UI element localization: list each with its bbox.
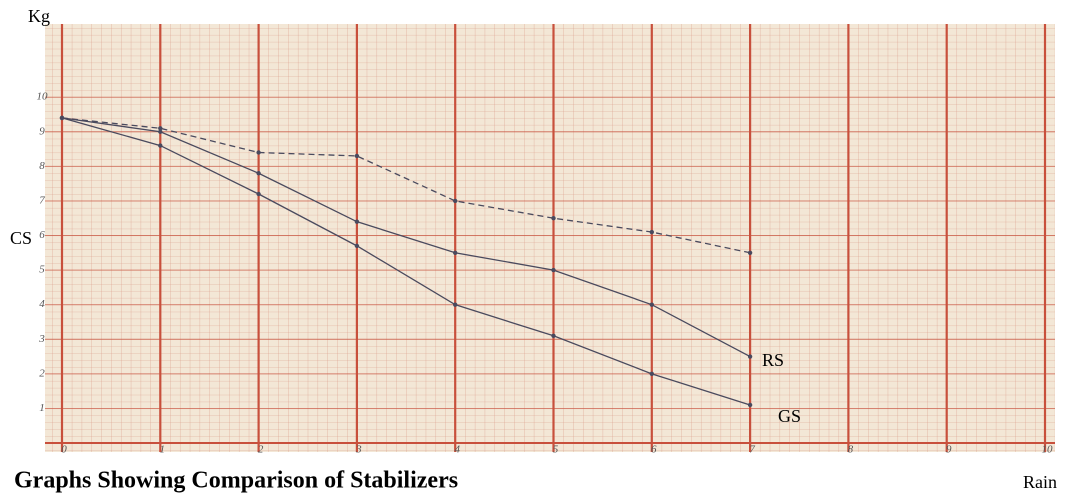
point bbox=[747, 250, 753, 255]
x-axis-label: Rain bbox=[1023, 472, 1057, 492]
y-tick-label: 8 bbox=[39, 160, 45, 172]
y-axis-label: Kg bbox=[28, 6, 50, 26]
point bbox=[256, 171, 261, 176]
point bbox=[354, 219, 360, 224]
point bbox=[453, 250, 458, 255]
y-tick-label: 7 bbox=[39, 194, 45, 206]
point bbox=[551, 267, 556, 273]
series-line bbox=[61, 117, 751, 254]
series-line bbox=[61, 117, 751, 406]
x-tick-label: 3 bbox=[355, 444, 362, 456]
series-label: GS bbox=[778, 406, 801, 426]
point bbox=[354, 243, 360, 249]
x-tick-label: 9 bbox=[946, 444, 952, 456]
x-tick-label: 6 bbox=[651, 444, 657, 456]
y-tick-label: 6 bbox=[39, 229, 45, 241]
x-tick-label: 2 bbox=[258, 444, 264, 456]
x-tick-label: 7 bbox=[749, 444, 755, 456]
x-tick-label: 4 bbox=[454, 444, 460, 456]
x-tick-label: 8 bbox=[848, 444, 854, 456]
point bbox=[256, 150, 261, 155]
chart-title: Graphs Showing Comparison of Stabilizers bbox=[14, 468, 458, 494]
point bbox=[354, 153, 360, 159]
point bbox=[453, 302, 458, 307]
x-tick-label: 0 bbox=[61, 444, 67, 456]
series-label: CS bbox=[10, 228, 32, 248]
paper-grid bbox=[45, 24, 1055, 452]
y-tick-label: 2 bbox=[39, 367, 45, 379]
y-tick-label: 10 bbox=[37, 91, 49, 103]
x-tick-label: 10 bbox=[1042, 444, 1054, 456]
y-tick-label: 3 bbox=[38, 333, 45, 345]
y-tick-label: 4 bbox=[39, 298, 45, 310]
point bbox=[59, 115, 65, 121]
y-tick-label: 5 bbox=[39, 264, 45, 276]
point bbox=[747, 402, 753, 408]
x-tick-label: 1 bbox=[160, 444, 166, 456]
y-tick-label: 9 bbox=[39, 125, 45, 137]
point bbox=[158, 143, 163, 148]
point bbox=[649, 371, 654, 377]
point bbox=[158, 126, 163, 131]
point bbox=[453, 198, 458, 204]
point bbox=[256, 191, 261, 197]
point bbox=[649, 229, 654, 235]
point bbox=[551, 216, 556, 221]
point bbox=[551, 333, 556, 338]
x-tick-label: 5 bbox=[553, 444, 559, 456]
point bbox=[158, 129, 163, 134]
point bbox=[747, 354, 753, 359]
y-tick-label: 1 bbox=[39, 402, 45, 414]
point bbox=[649, 302, 654, 307]
series-line bbox=[61, 117, 751, 358]
series-label: RS bbox=[762, 350, 784, 370]
